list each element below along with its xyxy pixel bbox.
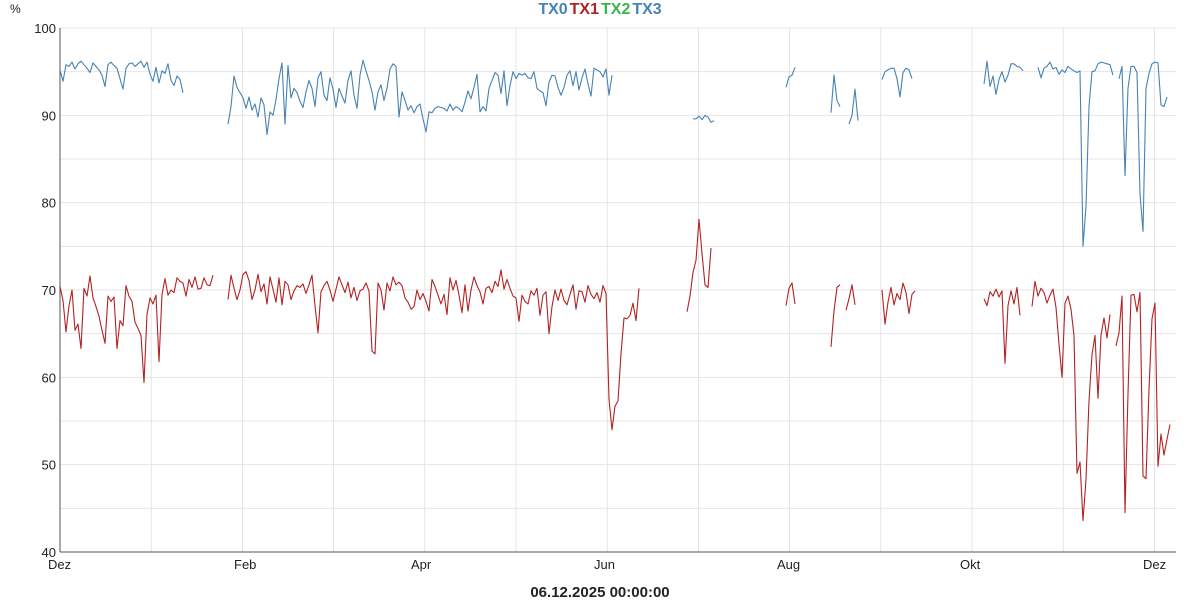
series-line-tx0	[1118, 61, 1168, 233]
y-tick-label: 50	[42, 458, 56, 473]
series-line-tx0	[693, 114, 715, 123]
x-tick-label: Dez	[48, 557, 71, 572]
series-line-tx0	[983, 60, 1024, 95]
x-tick-label: Feb	[234, 557, 256, 572]
y-tick-label: 80	[42, 196, 56, 211]
legend-item-tx1[interactable]: TX1	[569, 1, 599, 18]
legend-item-tx2[interactable]: TX2	[601, 1, 631, 18]
series-line-tx1	[845, 284, 856, 311]
y-tick-label: 40	[42, 545, 56, 560]
x-tick-label: Aug	[777, 557, 800, 572]
series-line-tx1	[59, 275, 214, 384]
x-tick-label: Okt	[960, 557, 981, 572]
y-tick-label: 60	[42, 370, 56, 385]
series-line-tx0	[59, 60, 184, 93]
series-line-tx1	[227, 269, 640, 431]
x-tick-label: Apr	[411, 557, 432, 572]
series-line-tx1	[1031, 280, 1111, 522]
legend-item-tx3[interactable]: TX3	[632, 1, 662, 18]
y-tick-label: 90	[42, 108, 56, 123]
series-line-tx0	[785, 67, 796, 88]
chart-legend: TX0 TX1 TX2 TX3	[0, 1, 1200, 19]
chart-axes	[59, 28, 1176, 553]
series-line-tx1	[686, 218, 712, 312]
series-line-tx0	[848, 88, 859, 125]
series-line-tx1	[1115, 292, 1171, 514]
series-line-tx1	[785, 282, 796, 306]
series-line-tx0	[881, 67, 913, 98]
x-tick-label: Jun	[594, 557, 615, 572]
series-line-tx1	[983, 286, 1021, 364]
legend-item-tx0[interactable]: TX0	[538, 1, 568, 18]
series-line-tx1	[881, 282, 916, 325]
chart-grid	[59, 27, 1176, 553]
x-tick-label: Dez	[1143, 557, 1166, 572]
y-tick-label: 100	[34, 21, 56, 36]
series-line-tx0	[830, 74, 841, 113]
chart-series	[59, 59, 1171, 522]
chart-timestamp: 06.12.2025 00:00:00	[530, 584, 670, 601]
y-tick-label: 70	[42, 283, 56, 298]
series-line-tx1	[830, 284, 841, 347]
y-axis-unit: %	[10, 2, 21, 16]
axis-tick-labels: 40 50 60 70 80 90 100 Dez Feb Apr Jun Aug Okt Dez	[34, 21, 1166, 572]
series-line-tx0	[1037, 61, 1114, 247]
series-line-tx0	[227, 59, 613, 136]
